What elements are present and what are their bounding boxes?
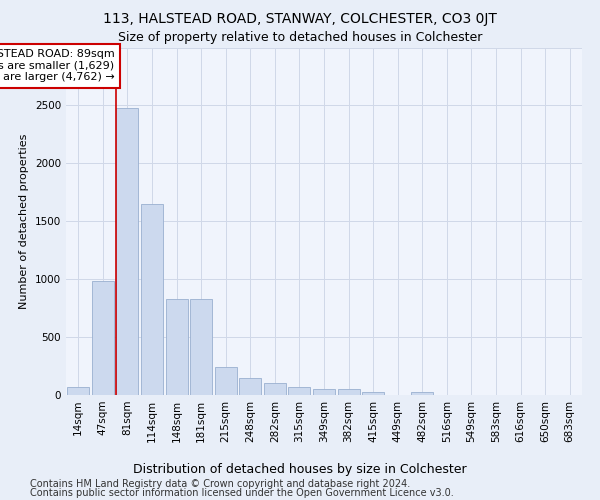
Text: Distribution of detached houses by size in Colchester: Distribution of detached houses by size … <box>133 462 467 475</box>
Bar <box>166 299 188 395</box>
Bar <box>116 108 139 395</box>
Bar <box>215 367 237 395</box>
Text: 113, HALSTEAD ROAD, STANWAY, COLCHESTER, CO3 0JT: 113, HALSTEAD ROAD, STANWAY, COLCHESTER,… <box>103 12 497 26</box>
Bar <box>92 282 114 395</box>
Bar <box>264 384 286 395</box>
Bar <box>411 392 433 395</box>
Bar <box>239 378 262 395</box>
Bar <box>289 387 310 395</box>
Text: Size of property relative to detached houses in Colchester: Size of property relative to detached ho… <box>118 31 482 44</box>
Bar <box>190 299 212 395</box>
Text: 113 HALSTEAD ROAD: 89sqm
← 25% of detached houses are smaller (1,629)
74% of sem: 113 HALSTEAD ROAD: 89sqm ← 25% of detach… <box>0 49 115 82</box>
Y-axis label: Number of detached properties: Number of detached properties <box>19 134 29 309</box>
Text: Contains HM Land Registry data © Crown copyright and database right 2024.: Contains HM Land Registry data © Crown c… <box>30 479 410 489</box>
Bar <box>313 389 335 395</box>
Bar <box>338 389 359 395</box>
Bar <box>141 204 163 395</box>
Text: Contains public sector information licensed under the Open Government Licence v3: Contains public sector information licen… <box>30 488 454 498</box>
Bar <box>362 392 384 395</box>
Bar <box>67 387 89 395</box>
